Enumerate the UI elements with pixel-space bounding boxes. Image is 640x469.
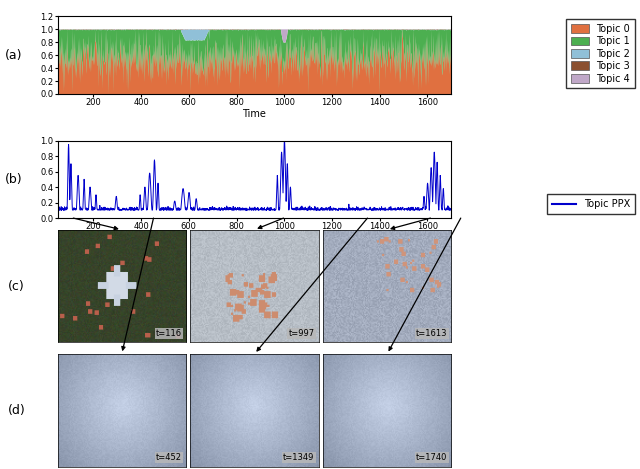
Text: (d): (d) xyxy=(8,404,26,417)
Text: t=1740: t=1740 xyxy=(416,453,447,462)
Text: t=452: t=452 xyxy=(156,453,182,462)
Text: (c): (c) xyxy=(8,280,24,293)
X-axis label: Time: Time xyxy=(243,233,266,242)
Text: t=116: t=116 xyxy=(156,329,182,338)
Text: (b): (b) xyxy=(4,173,22,186)
Text: t=997: t=997 xyxy=(289,329,315,338)
Text: (a): (a) xyxy=(4,49,22,62)
Legend: Topic 0, Topic 1, Topic 2, Topic 3, Topic 4: Topic 0, Topic 1, Topic 2, Topic 3, Topi… xyxy=(566,19,635,88)
Legend: Topic PPX: Topic PPX xyxy=(547,194,635,214)
Text: t=1613: t=1613 xyxy=(416,329,447,338)
X-axis label: Time: Time xyxy=(243,108,266,119)
Text: t=1349: t=1349 xyxy=(284,453,315,462)
